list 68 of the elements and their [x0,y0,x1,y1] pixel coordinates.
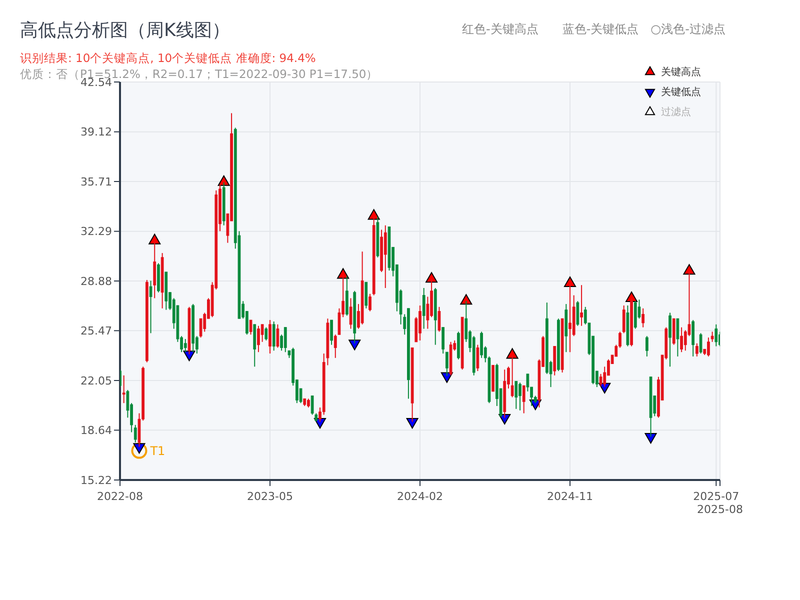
candlestick [699,332,702,354]
candlestick [568,282,572,353]
candlestick [134,424,137,443]
candlestick [249,320,252,336]
candlestick [710,331,714,342]
candlestick [268,320,272,354]
candlestick [442,326,445,354]
candlestick [349,298,352,330]
x-tick-label: 2023-05 [247,490,293,503]
candlestick [345,276,348,316]
legend-label: 过滤点 [661,106,691,119]
candlestick [676,318,680,357]
y-tick-label: 18.64 [80,424,112,438]
annotation: T1 [149,444,166,458]
x-tick-label: 2024-11 [547,490,593,503]
candlestick [707,337,710,357]
candlestick [692,320,695,357]
legend-label: 关键高点 [661,66,701,79]
chart-subtitle: 识别结果: 10个关键高点, 10个关键低点 准确度: 94.4% [20,51,316,66]
candlestick [276,324,280,348]
y-tick-label: 28.88 [80,274,112,288]
y-tick-label: 39.12 [80,126,112,139]
y-tick-label: 25.47 [80,324,112,338]
candlestick [622,304,626,334]
candlestick [153,240,156,299]
candlestick [642,308,645,328]
candlestick [518,382,522,411]
candlestick [330,320,333,346]
x-tick-label: 2024-02 [397,490,443,503]
candlestick [184,338,187,353]
candlestick [418,304,422,341]
y-tick-label: 35.71 [80,175,112,188]
candlestick [257,325,260,353]
candlestick [695,342,698,357]
text: 红色-关键高点 蓝色-关键低点 ○浅色-过滤点 [462,21,726,38]
candlestick [480,331,483,358]
candlestick [310,395,314,416]
candlestick [445,352,448,376]
candlestick [514,380,518,410]
x-tick-label: 2025-08 [697,503,743,516]
candlestick [368,293,372,312]
candlestick [438,306,441,332]
legend-label: 关键低点 [661,86,701,99]
chart-title: 高低点分析图（周K线图） [20,19,230,42]
x-tick-label: 2025-07 [693,490,740,503]
candlestick [668,312,672,368]
candlestick [272,321,276,352]
candlestick [384,224,387,288]
candlestick [680,326,683,353]
candlestick [645,336,648,357]
candlestick [122,374,126,404]
candlestick [510,354,514,398]
candlestick [422,287,426,330]
candlestick [599,373,602,387]
candlestick [476,344,480,372]
candlestick [260,324,264,342]
candlestick [714,324,718,347]
candlestick [580,284,583,326]
candlestick [264,326,268,341]
x-tick-label: 2022-08 [97,490,143,503]
candlestick [522,385,526,414]
y-tick-label: 32.29 [80,225,112,238]
candlestick [149,280,152,334]
candlestick [576,300,580,326]
y-tick-label: 22.05 [80,374,112,388]
candlestick [284,326,287,353]
candlestick [364,282,368,309]
y-tick-label: 15.22 [80,474,112,487]
